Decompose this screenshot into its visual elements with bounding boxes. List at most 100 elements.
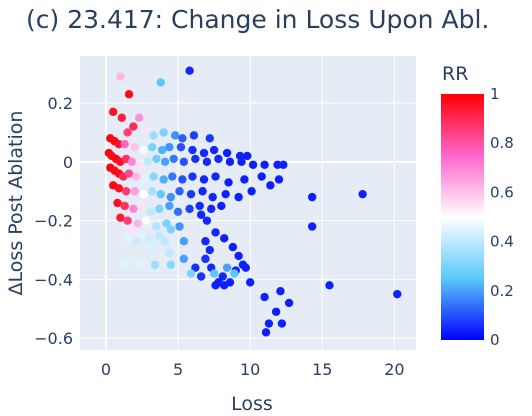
scatter-point [152, 222, 161, 231]
scatter-point [179, 254, 189, 264]
scatter-point [234, 251, 243, 261]
scatter-point [199, 148, 209, 158]
scatter-point [142, 125, 151, 134]
scatter-point [146, 207, 155, 217]
scatter-point [188, 145, 197, 155]
scatter-point [124, 90, 134, 99]
x-tick-label: 15 [312, 360, 332, 379]
x-tick-label: 0 [101, 360, 111, 379]
scatter-point [113, 198, 122, 208]
scatter-point [130, 142, 139, 152]
scatter-point [120, 201, 129, 211]
scatter-point [129, 122, 138, 131]
scatter-point [189, 131, 199, 140]
scatter-point [139, 189, 148, 199]
scatter-point [393, 289, 402, 299]
colorbar-tick-label: 0.2 [490, 282, 514, 300]
scatter-point [247, 187, 256, 196]
scatter-point [186, 189, 196, 199]
scatter-point [168, 172, 177, 181]
scatter-point [120, 257, 129, 266]
scatter-point [147, 142, 157, 152]
scatter-point [191, 154, 200, 164]
scatter-point [166, 260, 176, 269]
scatter-point [147, 187, 157, 196]
scatter-point [228, 242, 238, 252]
scatter-point [191, 263, 200, 272]
scatter-point [169, 154, 178, 164]
scatter-point [142, 216, 151, 225]
colorbar-tick-label: 0 [490, 331, 500, 349]
scatter-point [160, 157, 170, 167]
scatter-point [240, 175, 249, 184]
scatter-point [273, 160, 282, 169]
scatter-point [211, 281, 220, 290]
scatter-point [257, 172, 266, 181]
scatter-point [178, 134, 187, 143]
scatter-point [129, 204, 138, 214]
scatter-point [137, 201, 147, 211]
scatter-point [162, 219, 171, 228]
scatter-point [205, 134, 214, 143]
data-points [104, 66, 402, 337]
scatter-point [198, 187, 207, 196]
y-axis-title: ΔLoss Post Ablation [5, 111, 27, 296]
scatter-point [114, 140, 124, 149]
scatter-point [209, 269, 219, 278]
scatter-point [325, 281, 334, 290]
scatter-point [234, 192, 243, 202]
scatter-point [136, 231, 145, 240]
scatter-point [179, 237, 189, 246]
scatter-point [165, 142, 174, 152]
scatter-point [165, 248, 174, 258]
scatter-point [108, 107, 118, 117]
scatter-point [248, 160, 258, 169]
chart-title: (c) 23.417: Change in Loss Upon Abl. [26, 5, 489, 34]
scatter-point [134, 113, 144, 122]
scatter-point [207, 204, 216, 214]
scatter-point [134, 257, 144, 266]
scatter-point [139, 145, 148, 155]
scatter-point [117, 113, 127, 122]
scatter-point [222, 148, 232, 158]
scatter-point [123, 234, 132, 243]
scatter-point [218, 272, 227, 281]
scatter-point [188, 172, 197, 181]
scatter-point [156, 189, 165, 199]
scatter-point [196, 210, 206, 219]
scatter-point [271, 307, 281, 316]
scatter-point [266, 181, 275, 190]
scatter-point [260, 292, 269, 302]
scatter-point [217, 201, 226, 211]
scatter-point [211, 228, 220, 237]
colorbar [441, 94, 484, 340]
scatter-point [155, 231, 164, 240]
scatter-point [224, 178, 233, 187]
y-tick-labels: −0.6 −0.4 −0.2 0 0.2 [34, 94, 73, 348]
scatter-point [201, 254, 210, 264]
scatter-point [140, 175, 150, 184]
scatter-point [175, 222, 184, 231]
scatter-point [279, 160, 288, 169]
scatter-point [179, 157, 189, 167]
y-tick-label: 0.2 [48, 94, 73, 113]
colorbar-tick-label: 0.6 [490, 183, 514, 201]
scatter-point [132, 237, 141, 246]
scatter-point [307, 192, 317, 202]
scatter-point [159, 175, 168, 184]
scatter-point [159, 128, 168, 137]
scatter-point [195, 201, 204, 211]
scatter-point [170, 131, 180, 140]
scatter-point [199, 175, 209, 184]
scatter-point [274, 175, 284, 184]
scatter-point [176, 142, 186, 152]
plot-area [80, 56, 416, 350]
scatter-point [276, 287, 285, 296]
y-tick-label: −0.4 [34, 270, 73, 289]
scatter-point [261, 328, 271, 337]
colorbar-tick-labels: 0 0.2 0.4 0.6 0.8 1 [490, 85, 514, 349]
colorbar-tick-label: 0.8 [490, 134, 514, 152]
scatter-point [264, 319, 274, 328]
x-tick-label: 10 [240, 360, 260, 379]
